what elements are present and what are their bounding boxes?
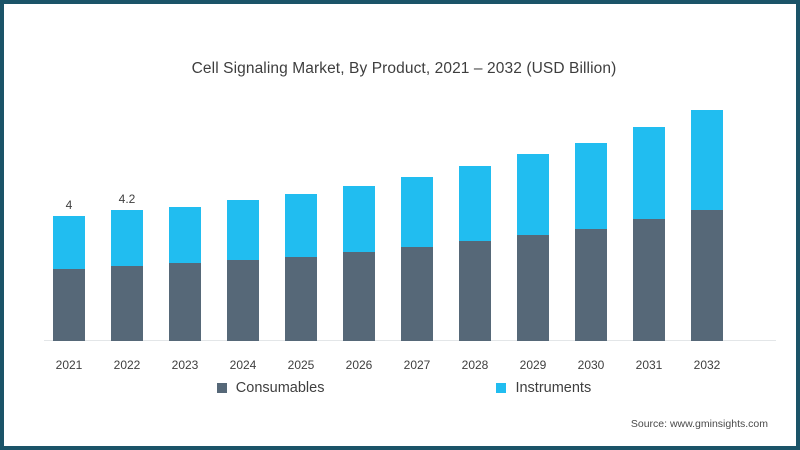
bar-segment-instruments-2031[interactable] (633, 126, 665, 220)
bar-segment-instruments-2030[interactable] (575, 142, 607, 229)
x-axis-label-2030: 2030 (577, 358, 605, 372)
x-axis-label-2028: 2028 (461, 358, 489, 372)
legend-swatch-instruments (496, 383, 507, 393)
bar-segment-instruments-2021[interactable] (53, 216, 85, 270)
bar-segment-instruments-2022[interactable] (111, 209, 143, 266)
bar-segment-consumables-2029[interactable] (517, 234, 549, 341)
bar-segment-instruments-2025[interactable] (285, 194, 317, 257)
bar-value-label-2021: 4 (65, 198, 73, 212)
x-axis-label-2022: 2022 (113, 358, 141, 372)
bar-segment-consumables-2030[interactable] (575, 228, 607, 341)
x-axis-label-2027: 2027 (403, 358, 431, 372)
legend-item-instruments[interactable]: Instruments (496, 380, 591, 396)
bar-column-2028[interactable] (459, 166, 491, 341)
bar-column-2030[interactable] (575, 142, 607, 341)
bar-column-2026[interactable] (343, 186, 375, 341)
bar-segment-consumables-2025[interactable] (285, 256, 317, 341)
bar-segment-consumables-2027[interactable] (401, 247, 433, 341)
bar-segment-instruments-2027[interactable] (401, 176, 433, 248)
x-axis-label-2023: 2023 (171, 358, 199, 372)
bar-column-2029[interactable] (517, 153, 549, 341)
bar-column-2027[interactable] (401, 176, 433, 341)
bar-segment-instruments-2028[interactable] (459, 166, 491, 241)
bar-segment-consumables-2023[interactable] (169, 262, 201, 341)
bar-segment-instruments-2032[interactable] (691, 109, 723, 210)
bar-column-2024[interactable] (227, 200, 259, 341)
bar-segment-instruments-2029[interactable] (517, 153, 549, 235)
x-axis-label-2029: 2029 (519, 358, 547, 372)
bar-column-2022[interactable]: 4.2 (111, 192, 143, 341)
bar-value-label-2022: 4.2 (118, 191, 136, 206)
plot-area: 4 4.2 2021 2022 2023 2024 2025 2026 2027 2028 202… (8, 8, 800, 450)
legend-swatch-consumables (216, 383, 227, 393)
x-axis-label-2026: 2026 (345, 358, 373, 372)
x-axis-label-2021: 2021 (55, 358, 83, 372)
bar-segment-consumables-2024[interactable] (227, 259, 259, 341)
bar-segment-consumables-2022[interactable] (111, 266, 143, 341)
legend-label-consumables: Consumables (235, 380, 325, 396)
x-axis-label-2031: 2031 (635, 358, 663, 372)
chart-canvas: Cell Signaling Market, By Product, 2021 … (8, 8, 792, 442)
bar-segment-consumables-2021[interactable] (53, 269, 85, 341)
bar-segment-instruments-2023[interactable] (169, 206, 201, 263)
bar-column-2025[interactable] (285, 194, 317, 341)
legend-item-consumables[interactable]: Consumables (216, 380, 325, 396)
x-axis-label-2024: 2024 (229, 358, 257, 372)
bar-column-2031[interactable] (633, 126, 665, 341)
bar-segment-consumables-2032[interactable] (691, 209, 723, 341)
bar-column-2021[interactable]: 4 (53, 198, 85, 341)
chart-title: Cell Signaling Market, By Product, 2021 … (191, 60, 617, 77)
chart-legend: Consumables Instruments (8, 380, 800, 396)
x-axis-label-2032: 2032 (693, 358, 721, 372)
bar-segment-consumables-2031[interactable] (633, 219, 665, 341)
bar-column-2023[interactable] (169, 206, 201, 341)
legend-label-instruments: Instruments (515, 380, 592, 396)
x-axis-label-2025: 2025 (287, 358, 315, 372)
bar-segment-instruments-2026[interactable] (343, 186, 375, 252)
bar-column-2032[interactable] (691, 109, 723, 341)
bar-segment-instruments-2024[interactable] (227, 200, 259, 260)
bar-segment-consumables-2028[interactable] (459, 241, 491, 341)
source-note: Source: www.gminsights.com (630, 418, 768, 430)
bar-segment-consumables-2026[interactable] (343, 251, 375, 341)
